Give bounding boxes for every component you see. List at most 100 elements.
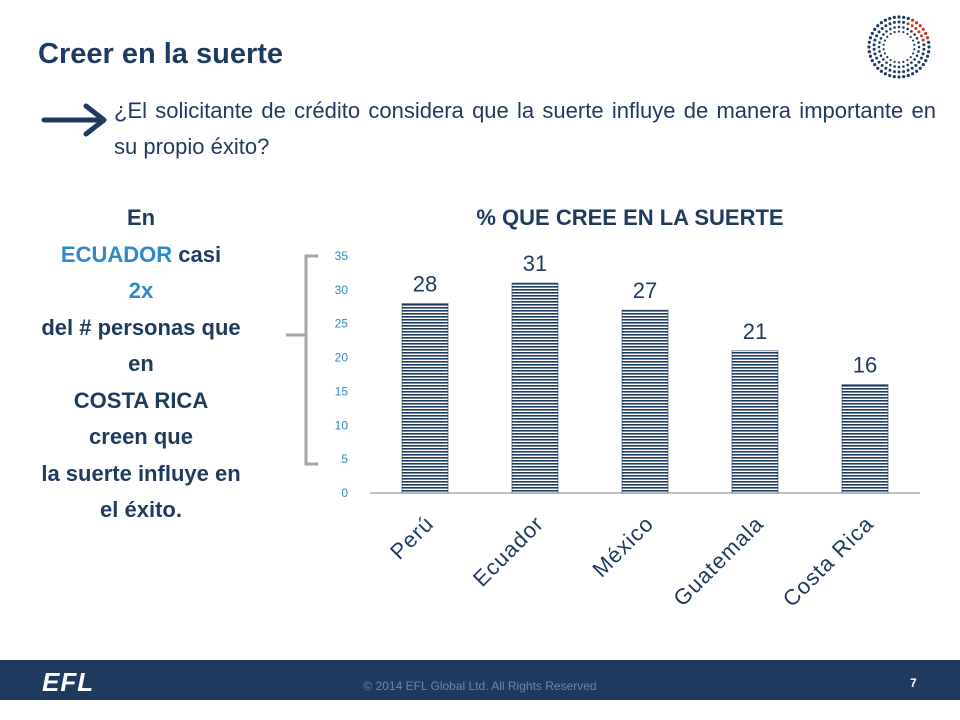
y-tick-label: 0 [341,486,348,500]
page-number: 7 [910,676,917,690]
logo-dot [892,15,896,19]
logo-dot [872,43,876,47]
logo-dot [880,63,884,67]
logo-dot [879,21,883,25]
logo-dot [884,24,888,28]
logo-dot [892,70,896,74]
callout-line-2-rest: casi [172,241,222,267]
category-label: Guatemala [668,511,768,611]
logo-dot [875,56,879,60]
logo-dot [888,16,892,21]
logo-dot [879,37,883,40]
chart-title: % QUE CREE EN LA SUERTE [476,205,783,230]
logo-dot [927,50,931,54]
logo-dot [927,45,931,49]
logo-dot [878,50,881,53]
data-label: 16 [853,353,877,378]
logo-dot [906,73,910,78]
category-label: Ecuador [468,511,549,592]
logo-dot [925,36,930,40]
logo-dot [911,72,915,76]
logo-dot [914,63,918,67]
logo-dot [910,24,914,28]
bar [511,282,559,494]
logo-dot [888,68,892,72]
logo-dot [893,60,896,63]
logo-dot [880,27,884,31]
logo-dot [897,61,901,64]
logo-dot [902,26,905,29]
logo-dot [917,50,920,53]
logo-dot [897,30,901,33]
logo-dot [913,33,916,36]
logo-dot [883,72,887,76]
y-tick-label: 25 [335,317,349,331]
logo-dot [882,58,885,61]
logo-dot [886,35,889,38]
logo-dot [889,27,892,31]
arrow-right-icon [41,103,107,137]
logo-dot [868,54,873,58]
data-label: 28 [413,271,437,296]
y-tick-label: 35 [335,249,349,263]
logo-dot [927,40,931,44]
bar [401,303,449,494]
logo-dot [910,66,914,70]
logo-dot [906,68,910,72]
logo-dot [913,58,916,61]
logo-dot [873,38,877,42]
logo-dot [877,60,881,64]
callout-line-9: el éxito. [100,497,182,522]
footer-copyright: © 2014 EFL Global Ltd. All Rights Reserv… [363,679,597,693]
callout-line-5: en [128,351,154,376]
logo-dot [902,31,905,34]
logo-dot [872,47,876,51]
logo-dot [915,69,919,73]
logo-dot [906,58,909,62]
callout-line-1: En [126,205,156,230]
callout-line-7: creen que [89,424,193,449]
logo-dot [922,47,926,51]
logo-dot [877,45,881,49]
logo-dot [867,40,871,44]
logo-dot [873,27,877,31]
data-label: 27 [633,278,657,303]
logo-dot [882,43,885,46]
logo-dot [883,52,887,55]
logo-dot [915,21,919,25]
logo-dot [870,59,874,63]
logo-dot [909,35,912,38]
callout-line-2: ECUADOR casi [8,237,274,274]
y-tick-label: 20 [335,351,349,365]
bar [841,384,889,494]
logo-dot [913,43,916,46]
question-text: ¿El solicitante de crédito considera que… [114,98,936,159]
bar [621,309,669,494]
logo-dot [919,34,923,38]
logo-dot [921,52,925,56]
footer-bar: EFL © 2014 EFL Global Ltd. All Rights Re… [0,660,960,700]
chart-bars [401,282,889,494]
logo-dot [915,54,919,57]
data-label: 31 [523,251,547,276]
logo-dot [897,65,901,69]
logo-dot [879,69,883,73]
logo-dot [897,20,901,24]
logo-dot [911,52,915,55]
logo-dot [882,33,885,36]
logo-dot [918,24,922,28]
callout-line-6: COSTA RICA [73,387,209,413]
logo-dot [921,63,925,67]
logo-dot [893,26,896,29]
logo-dot [883,18,887,22]
logo-dot [924,31,928,35]
logo-dot [876,24,880,28]
logo-dot [889,32,892,36]
logo-dot [888,22,892,26]
logo-dot [870,31,874,35]
callout-line-3: 2x [128,278,154,303]
y-tick-label: 10 [335,418,349,432]
chart-axes: 0 5 10 15 20 25 30 35 [335,249,920,500]
logo-dot [902,75,906,79]
logo-dot [922,43,926,47]
